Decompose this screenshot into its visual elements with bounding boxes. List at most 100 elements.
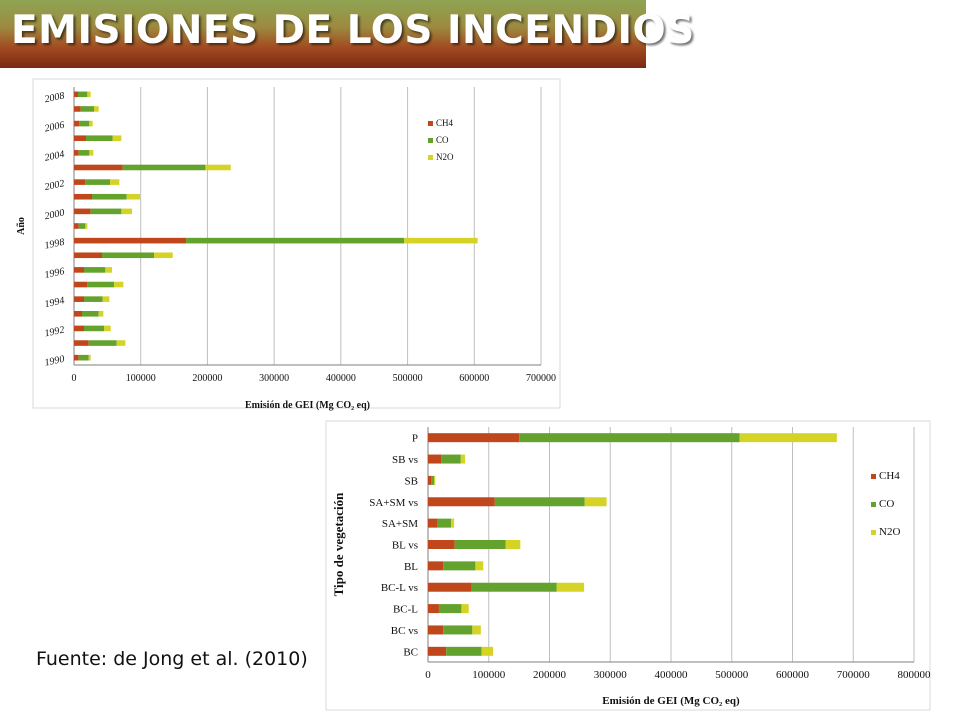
bar-n2o-bc-l-vs <box>556 582 585 592</box>
bar-n2o-2005 <box>112 135 122 142</box>
bar-ch4-2004 <box>74 150 79 156</box>
x-tick-label: 700000 <box>837 669 871 681</box>
bar-co-sb-vs <box>441 454 461 464</box>
x-tick-label: 400000 <box>655 669 689 681</box>
bar-ch4-1998 <box>74 237 187 244</box>
bar-ch4-sb <box>428 475 432 485</box>
bar-ch4-2001 <box>74 193 93 200</box>
bar-co-2000 <box>90 208 122 215</box>
bar-ch4-sa-sm <box>428 518 438 528</box>
bar-co-1990 <box>78 354 89 361</box>
legend-label-ch4: CH4 <box>436 118 454 128</box>
bar-co-1994 <box>84 296 103 302</box>
y-tick-label: 1994 <box>44 295 66 310</box>
y-tick-label: BL <box>404 561 418 573</box>
legend-label-co: CO <box>436 135 449 145</box>
bar-n2o-1994 <box>102 296 110 302</box>
legend-label-ch4: CH4 <box>879 470 900 482</box>
bar-co-1999 <box>78 223 86 229</box>
legend-swatch-ch4 <box>871 474 876 479</box>
chart-frame <box>32 78 561 409</box>
x-tick-label: 300000 <box>259 373 289 384</box>
bar-ch4-1996 <box>74 267 85 273</box>
bar-co-2005 <box>86 135 113 142</box>
y-axis-title: Año <box>16 217 27 235</box>
y-tick-label: 2006 <box>44 120 66 135</box>
bar-n2o-1992 <box>104 325 111 332</box>
bar-co-1993 <box>82 310 99 317</box>
bar-n2o-1990 <box>88 354 91 361</box>
x-tick-label: 600000 <box>776 669 810 681</box>
legend-label-n2o: N2O <box>436 152 454 162</box>
bar-n2o-1995 <box>114 281 124 288</box>
bar-n2o-1996 <box>105 267 113 273</box>
x-tick-label: 200000 <box>192 373 222 384</box>
bar-n2o-bc-vs <box>472 625 481 635</box>
y-tick-label: BC-L <box>393 604 418 616</box>
x-tick-label: 800000 <box>898 669 932 681</box>
bar-ch4-2005 <box>74 135 87 142</box>
y-tick-label: 2000 <box>44 207 66 222</box>
bar-co-2004 <box>78 150 90 156</box>
bar-n2o-sa-sm-vs <box>584 497 607 507</box>
bar-n2o-2000 <box>121 208 133 215</box>
y-tick-label: SA+SM <box>382 518 418 530</box>
bar-n2o-1993 <box>98 310 104 317</box>
bar-co-sa-sm <box>437 518 452 528</box>
legend-swatch-co <box>428 138 433 143</box>
x-tick-label: 0 <box>425 669 431 681</box>
bar-co-2007 <box>80 106 95 112</box>
bar-co-2003 <box>122 164 206 171</box>
bar-ch4-1990 <box>74 354 79 361</box>
bar-co-bl <box>443 561 476 571</box>
y-tick-label: BL vs <box>392 540 418 552</box>
source-citation: Fuente: de Jong et al. (2010) <box>36 648 308 670</box>
bar-co-1992 <box>84 325 105 332</box>
bar-n2o-sb <box>434 475 436 485</box>
x-tick-label: 200000 <box>533 669 567 681</box>
x-tick-label: 0 <box>72 373 77 384</box>
x-tick-label: 400000 <box>326 373 356 384</box>
bar-co-sb <box>431 475 435 485</box>
bar-co-bl-vs <box>454 540 506 549</box>
bar-ch4-2002 <box>74 179 86 185</box>
bar-ch4-bc-l <box>428 604 439 614</box>
bar-co-1997 <box>102 252 155 259</box>
bar-co-2006 <box>79 120 90 127</box>
bar-n2o-bl <box>475 561 484 571</box>
bar-ch4-2000 <box>74 208 91 215</box>
bar-ch4-2008 <box>74 91 79 98</box>
y-tick-label: 1992 <box>44 325 66 340</box>
bar-co-1998 <box>186 237 405 244</box>
bar-n2o-bc <box>481 646 494 656</box>
legend-label-n2o: N2O <box>879 526 900 538</box>
y-tick-label: 2008 <box>44 90 66 105</box>
y-tick-label: 2004 <box>44 149 66 164</box>
x-tick-label: 500000 <box>393 373 423 384</box>
bar-n2o-1998 <box>404 237 478 244</box>
title-banner: EMISIONES DE LOS INCENDIOS <box>0 0 694 68</box>
y-tick-label: BC <box>403 646 418 658</box>
bar-co-bc-vs <box>443 625 473 635</box>
x-tick-label: 300000 <box>594 669 628 681</box>
bar-co-1995 <box>87 281 115 288</box>
y-tick-label: SB <box>405 475 418 487</box>
bar-n2o-2001 <box>126 193 141 200</box>
bar-ch4-bc-l-vs <box>428 582 472 592</box>
bar-ch4-1991 <box>74 340 89 346</box>
bar-co-2002 <box>85 179 111 185</box>
bar-ch4-1995 <box>74 281 88 288</box>
bar-co-bc-l-vs <box>471 582 557 592</box>
y-tick-label: BC vs <box>391 625 418 637</box>
x-axis-title: Emisión de GEI (Mg CO₂ eq) <box>602 695 740 707</box>
bar-ch4-1999 <box>74 223 79 229</box>
x-tick-label: 600000 <box>459 373 489 384</box>
bar-co-p <box>519 433 740 443</box>
bar-ch4-2006 <box>74 120 80 127</box>
bar-ch4-2007 <box>74 106 81 112</box>
x-tick-label: 100000 <box>126 373 156 384</box>
bar-n2o-bc-l <box>461 604 469 614</box>
bar-ch4-p <box>428 433 520 443</box>
bar-co-1991 <box>88 340 117 346</box>
